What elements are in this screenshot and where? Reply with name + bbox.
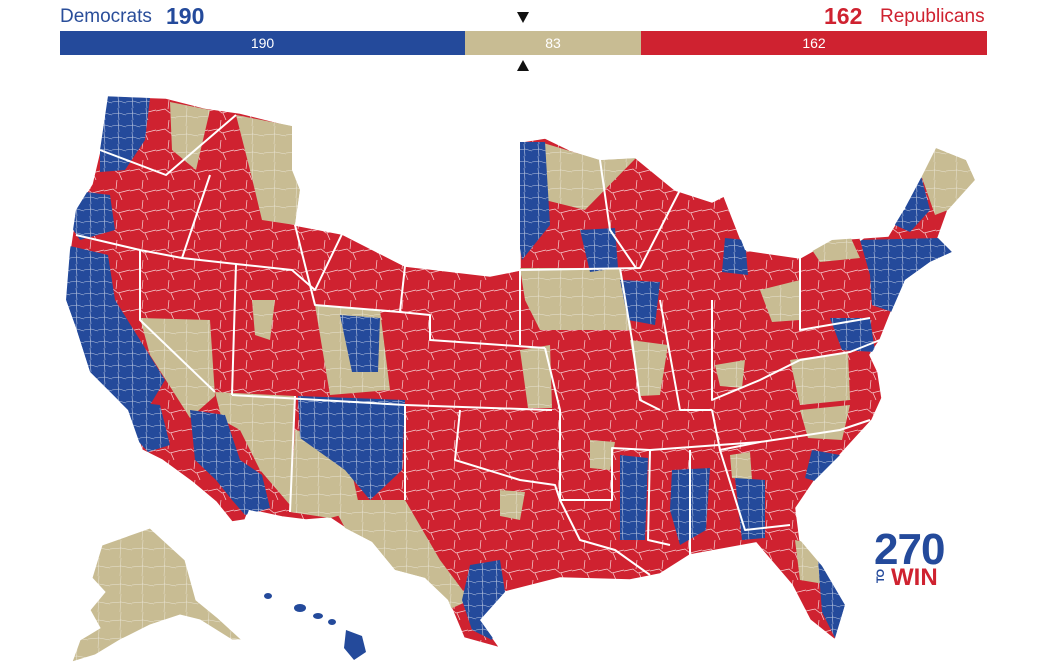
tossup-montana [236,115,300,225]
hawaii [264,593,366,660]
dem-oregon-west [70,190,115,240]
tossup-virginia [790,352,850,405]
tossup-iowa [520,268,632,330]
republicans-label: Republicans [880,6,985,27]
tossup-seats-segment: 83 [465,31,641,55]
state-borders [75,114,906,576]
dem-south-florida [818,560,845,638]
tossup-georgia-central [730,452,752,480]
tossup-arkansas [590,440,615,470]
dem-maryland [830,318,875,352]
dem-arizona-south [190,410,270,515]
tossup-west-texas [330,500,470,610]
dem-wisconsin-south [580,228,618,272]
logo-to: TO [875,570,887,584]
logo-number: 270 [874,525,945,574]
alaska [71,527,244,663]
tossup-missouri-north [520,345,552,408]
tossup-pennsylvania-west [760,280,800,322]
tossup-texas-central [500,490,525,520]
dem-michigan-east [722,238,748,275]
dem-washington-west [100,96,150,172]
democrat-seats-segment: 190 [60,31,465,55]
270towin-logo[interactable]: 270 TO WIN [874,528,954,592]
tossup-maine [920,148,975,215]
dem-california-coast [66,245,165,410]
tossup-eastern-washington [170,102,210,170]
tossup-kentucky-east [715,360,745,388]
seat-count-header: Democrats 190 162 Republicans 190 83 162 [0,0,1050,80]
majority-marker-up-icon [517,60,529,71]
dem-minnesota-west [515,142,550,260]
dem-new-mexico [298,396,405,500]
dem-carolina-coast [805,450,840,482]
majority-marker-down-icon [517,12,529,23]
seat-bar: 190 83 162 [60,31,987,55]
dem-colorado [340,315,380,372]
republican-seats-segment: 162 [641,31,987,55]
dem-northeast-corridor [860,238,952,312]
tossup-utah-north [252,300,275,340]
tossup-minnesota [540,142,636,210]
tossup-arizona [215,392,295,505]
democrats-label: Democrats [60,6,152,27]
dem-california-south [118,400,170,452]
logo-win: WIN [891,564,938,591]
tossup-nevada [140,318,215,418]
tossup-illinois-central [630,340,668,396]
dem-chicago [620,280,660,325]
democrats-count: 190 [166,3,205,29]
dem-mississippi-delta [620,455,648,540]
republicans-count: 162 [824,3,863,29]
congressional-district-map[interactable] [0,80,1050,670]
